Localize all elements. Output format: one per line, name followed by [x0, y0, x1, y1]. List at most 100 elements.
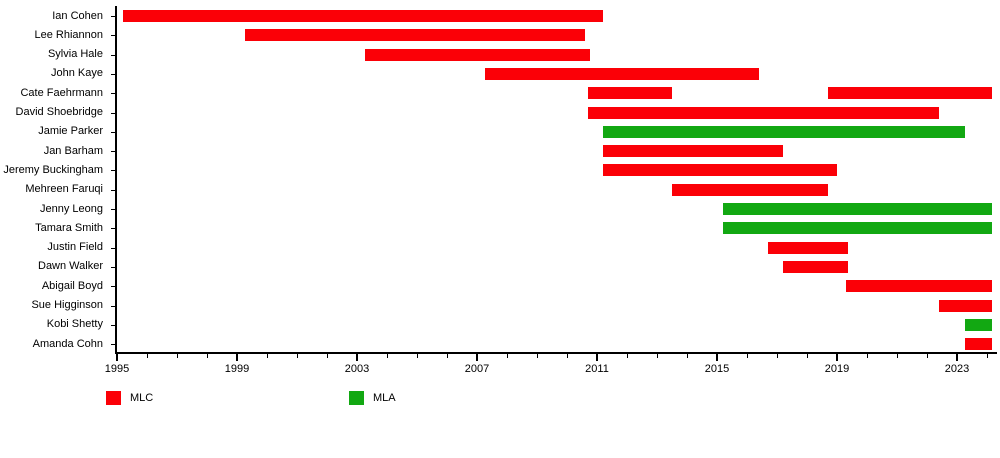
x-axis-minor-tick [387, 354, 388, 358]
y-axis-tick [111, 113, 115, 114]
y-axis-tick [111, 170, 115, 171]
x-axis-line [115, 352, 997, 354]
term-bar-mlc [768, 241, 848, 254]
member-name-label: Mehreen Faruqi [25, 183, 103, 196]
member-name-label: Ian Cohen [52, 9, 103, 22]
y-axis-tick [111, 151, 115, 152]
x-axis-major-tick [716, 354, 718, 361]
member-name-label: Cate Faehrmann [20, 86, 103, 99]
y-axis-tick [111, 248, 115, 249]
x-axis-minor-tick [777, 354, 778, 358]
x-axis-minor-tick [567, 354, 568, 358]
member-name-label: John Kaye [51, 67, 103, 80]
x-axis-minor-tick [627, 354, 628, 358]
mlc-color-swatch [106, 390, 121, 405]
y-axis-tick [111, 325, 115, 326]
y-axis-tick [111, 55, 115, 56]
legend-item-mla: MLA [349, 390, 396, 405]
x-axis-minor-tick [507, 354, 508, 358]
y-axis-tick [111, 93, 115, 94]
y-axis-tick [111, 286, 115, 287]
x-axis-tick-label: 2011 [585, 363, 609, 375]
x-axis-major-tick [836, 354, 838, 361]
x-axis-minor-tick [267, 354, 268, 358]
term-bar-mlc [603, 164, 837, 177]
y-axis-tick [111, 132, 115, 133]
term-bar-mlc [123, 10, 603, 22]
y-axis-tick [111, 344, 115, 345]
x-axis-minor-tick [327, 354, 328, 358]
x-axis-minor-tick [987, 354, 988, 358]
term-bar-mlc [364, 48, 590, 61]
x-axis-major-tick [236, 354, 238, 361]
x-axis-minor-tick [417, 354, 418, 358]
x-axis-major-tick [476, 354, 478, 361]
term-bar-mlc [484, 67, 759, 80]
x-axis-minor-tick [207, 354, 208, 358]
x-axis-major-tick [116, 354, 118, 361]
x-axis-minor-tick [807, 354, 808, 358]
y-axis-line [115, 6, 117, 352]
legend-item-mlc: MLC [106, 390, 153, 405]
term-bar-mlc [603, 145, 783, 158]
member-name-label: Dawn Walker [38, 260, 103, 273]
term-bar-mla [723, 203, 992, 215]
x-axis-tick-label: 2019 [824, 363, 850, 375]
mla-legend-label: MLA [373, 391, 396, 404]
y-axis-tick [111, 190, 115, 191]
y-axis-tick [111, 35, 115, 36]
mlc-legend-label: MLC [130, 391, 154, 404]
x-axis-minor-tick [927, 354, 928, 358]
x-axis-tick-label: 2007 [464, 363, 490, 375]
x-axis-minor-tick [867, 354, 868, 358]
term-bar-mla [603, 125, 965, 138]
member-name-label: Tamara Smith [35, 221, 103, 234]
x-axis-minor-tick [447, 354, 448, 358]
x-axis-major-tick [356, 354, 358, 361]
member-name-label: Abigail Boyd [41, 279, 103, 292]
member-name-label: Kobi Shetty [46, 318, 103, 331]
y-axis-tick [111, 228, 115, 229]
term-bar-mlc [828, 87, 992, 100]
term-bar-mlc [588, 87, 672, 100]
term-bar-mlc [588, 106, 939, 119]
y-axis-tick [111, 306, 115, 307]
term-bar-mlc [244, 29, 585, 42]
member-name-label: David Shoebridge [15, 106, 103, 118]
member-name-label: Sue Higginson [31, 299, 103, 311]
term-bar-mlc [939, 299, 992, 312]
y-axis-tick [111, 209, 115, 210]
member-name-label: Jamie Parker [38, 125, 103, 138]
term-bar-mlc [672, 183, 828, 196]
member-name-label: Jenny Leong [40, 202, 103, 215]
term-bar-mla [723, 222, 992, 235]
x-axis-minor-tick [687, 354, 688, 358]
member-name-label: Jeremy Buckingham [3, 163, 103, 176]
x-axis-major-tick [956, 354, 958, 361]
y-axis-tick [111, 16, 115, 17]
y-axis-tick [111, 74, 115, 75]
x-axis-major-tick [596, 354, 598, 361]
term-bar-mlc [964, 338, 992, 351]
term-bar-mlc [846, 280, 992, 293]
x-axis-minor-tick [747, 354, 748, 358]
term-bar-mlc [783, 260, 848, 273]
x-axis-minor-tick [657, 354, 658, 358]
member-name-label: Amanda Cohn [32, 337, 103, 350]
member-name-label: Justin Field [47, 241, 103, 254]
x-axis-minor-tick [897, 354, 898, 358]
x-axis-tick-label: 1995 [104, 363, 130, 375]
x-axis-minor-tick [177, 354, 178, 358]
x-axis-tick-label: 2023 [944, 363, 970, 375]
x-axis-tick-label: 2015 [704, 363, 730, 375]
mla-color-swatch [349, 390, 364, 405]
x-axis-minor-tick [147, 354, 148, 358]
member-name-label: Sylvia Hale [47, 48, 103, 61]
member-name-label: Jan Barham [43, 144, 103, 157]
x-axis-minor-tick [537, 354, 538, 358]
x-axis-minor-tick [297, 354, 298, 358]
x-axis-tick-label: 1999 [224, 363, 250, 375]
y-axis-tick [111, 267, 115, 268]
